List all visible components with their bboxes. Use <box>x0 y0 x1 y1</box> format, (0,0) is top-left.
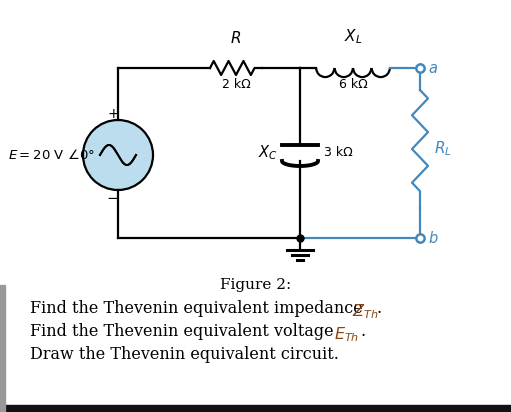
Text: 6 kΩ: 6 kΩ <box>339 78 367 91</box>
Text: .: . <box>376 300 381 317</box>
Text: 2 kΩ: 2 kΩ <box>222 78 250 91</box>
Text: Figure 2:: Figure 2: <box>220 278 292 292</box>
Text: +: + <box>107 107 119 121</box>
Text: Find the Thevenin equivalent voltage: Find the Thevenin equivalent voltage <box>30 323 339 340</box>
Text: 3 kΩ: 3 kΩ <box>324 147 353 159</box>
Text: $Z_{Th}$: $Z_{Th}$ <box>352 302 379 321</box>
Circle shape <box>83 120 153 190</box>
Text: −: − <box>107 190 120 206</box>
Text: .: . <box>360 323 365 340</box>
Text: $R$: $R$ <box>230 30 242 46</box>
Text: Draw the Thevenin equivalent circuit.: Draw the Thevenin equivalent circuit. <box>30 346 339 363</box>
Text: $X_L$: $X_L$ <box>344 27 362 46</box>
Text: $b$: $b$ <box>428 230 438 246</box>
Text: $E_{Th}$: $E_{Th}$ <box>334 325 359 344</box>
Text: $X_C$: $X_C$ <box>258 144 278 162</box>
Text: $a$: $a$ <box>428 61 438 75</box>
Text: $E = 20\ \mathrm{V}\ \angle 0°$: $E = 20\ \mathrm{V}\ \angle 0°$ <box>8 148 95 162</box>
Text: $R_L$: $R_L$ <box>434 140 452 158</box>
Text: Find the Thevenin equivalent impedance: Find the Thevenin equivalent impedance <box>30 300 368 317</box>
